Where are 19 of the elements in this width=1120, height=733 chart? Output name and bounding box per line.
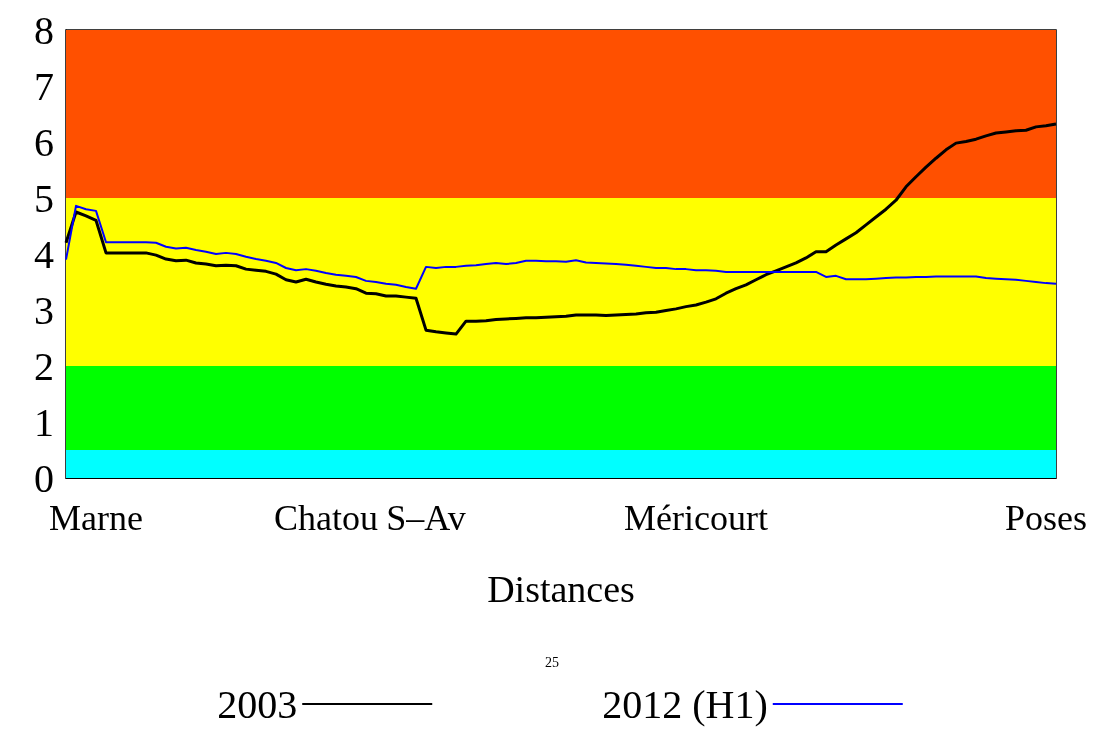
x-tick-label: S–Av [386, 498, 466, 538]
legend-label: 2003 [217, 681, 298, 727]
x-tick-label: Poses [1004, 498, 1088, 538]
x-tick-label: Marne [49, 498, 143, 538]
y-tick-label: 6 [34, 119, 54, 165]
text: 25 [545, 654, 559, 670]
y-tick-label: 3 [34, 287, 54, 333]
y-tick-label: 8 [34, 7, 54, 53]
x-axis-title: Distances [487, 568, 635, 610]
y-tick-label: 0 [34, 455, 54, 501]
y-tick-label: 4 [34, 231, 54, 277]
x-tick-label: Chatou [274, 498, 378, 538]
y-tick-label: 7 [34, 63, 54, 109]
y-tick-label: 1 [34, 399, 54, 445]
x-tick-label: Méricourt [624, 498, 768, 538]
y-tick-label: 5 [34, 175, 54, 221]
line-series [65, 204, 1057, 290]
legend-label: 2012 (H1) [602, 681, 768, 727]
y-tick-label: 2 [34, 343, 54, 389]
